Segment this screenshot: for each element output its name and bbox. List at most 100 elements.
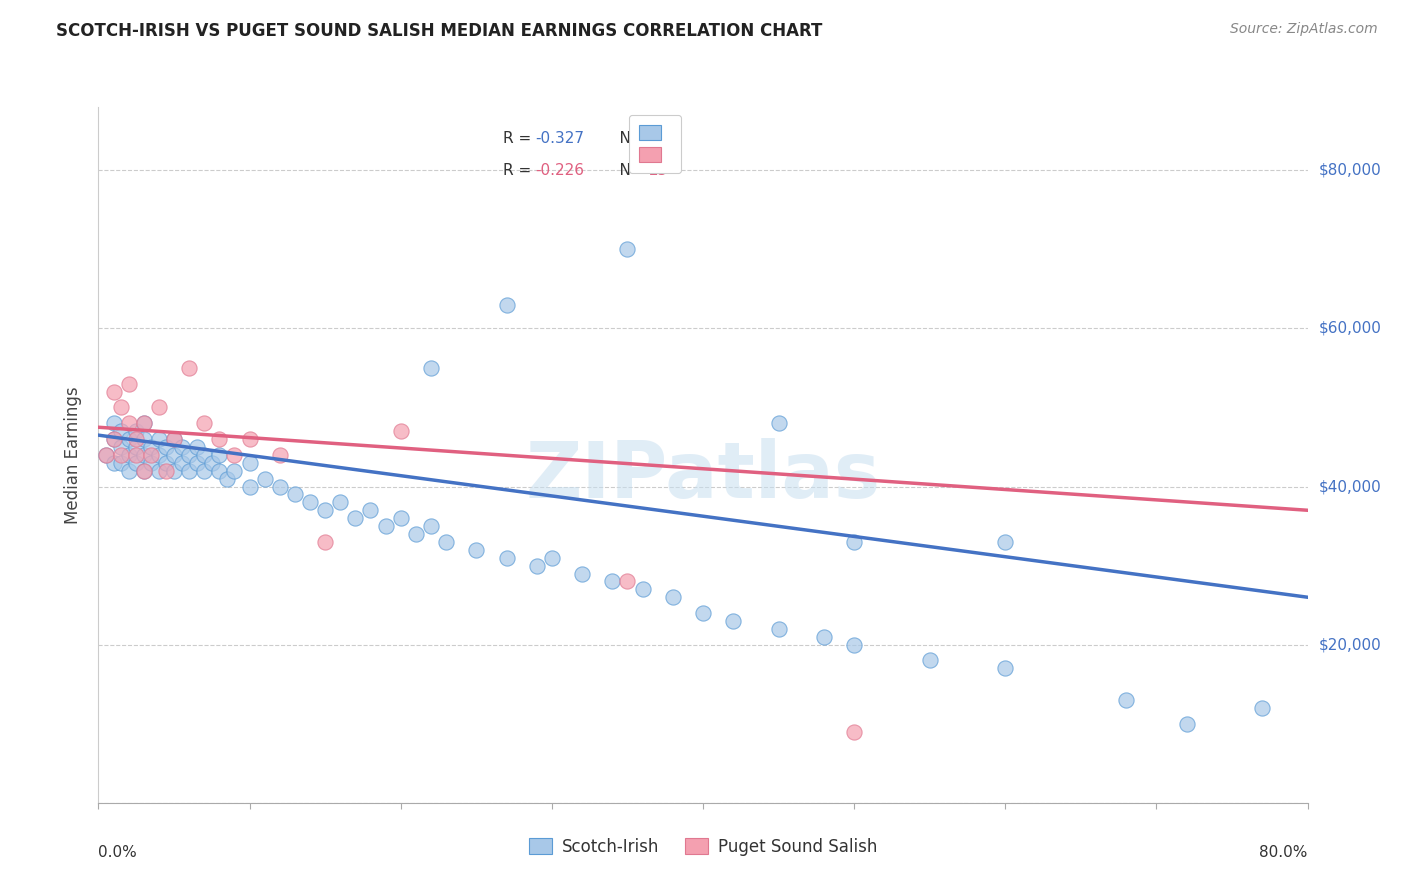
Point bbox=[125, 456, 148, 470]
Point bbox=[125, 448, 148, 462]
Point bbox=[329, 495, 352, 509]
Point bbox=[616, 574, 638, 589]
Text: $80,000: $80,000 bbox=[1319, 163, 1382, 178]
Point bbox=[94, 448, 117, 462]
Y-axis label: Median Earnings: Median Earnings bbox=[65, 386, 83, 524]
Point bbox=[103, 432, 125, 446]
Point bbox=[269, 448, 291, 462]
Point bbox=[148, 448, 170, 462]
Point bbox=[844, 638, 866, 652]
Point bbox=[844, 535, 866, 549]
Point bbox=[170, 440, 193, 454]
Point bbox=[602, 574, 624, 589]
Point bbox=[918, 653, 941, 667]
Point bbox=[118, 417, 141, 431]
Point bbox=[208, 432, 231, 446]
Point bbox=[125, 432, 148, 446]
Text: -0.327: -0.327 bbox=[534, 131, 583, 146]
Point bbox=[103, 456, 125, 470]
Point bbox=[374, 519, 396, 533]
Point bbox=[465, 542, 488, 557]
Point bbox=[208, 464, 231, 478]
Point bbox=[389, 424, 412, 438]
Point bbox=[239, 432, 262, 446]
Point bbox=[155, 456, 177, 470]
Point bbox=[132, 432, 155, 446]
Point bbox=[110, 440, 132, 454]
Point bbox=[360, 503, 382, 517]
Point bbox=[148, 464, 170, 478]
Point bbox=[148, 401, 170, 415]
Point bbox=[177, 361, 201, 376]
Point bbox=[110, 424, 132, 438]
Point bbox=[239, 479, 262, 493]
Point bbox=[344, 511, 367, 525]
Point bbox=[284, 487, 307, 501]
Point bbox=[132, 464, 155, 478]
Point bbox=[495, 298, 517, 312]
Point bbox=[1251, 701, 1274, 715]
Point bbox=[721, 614, 744, 628]
Point bbox=[768, 622, 790, 636]
Point bbox=[132, 448, 155, 462]
Point bbox=[132, 417, 155, 431]
Point bbox=[193, 448, 215, 462]
Point bbox=[170, 456, 193, 470]
Point bbox=[201, 456, 224, 470]
Point bbox=[571, 566, 593, 581]
Point bbox=[389, 511, 412, 525]
Point bbox=[692, 606, 714, 620]
Point bbox=[186, 456, 208, 470]
Text: N =: N = bbox=[600, 131, 654, 146]
Point bbox=[224, 448, 246, 462]
Point bbox=[141, 440, 163, 454]
Text: 0.0%: 0.0% bbox=[98, 845, 138, 860]
Point bbox=[1175, 716, 1198, 731]
Point bbox=[163, 464, 186, 478]
Text: ZIPatlas: ZIPatlas bbox=[526, 438, 880, 514]
Point bbox=[163, 432, 186, 446]
Point bbox=[299, 495, 322, 509]
Point bbox=[110, 401, 132, 415]
Point bbox=[434, 535, 457, 549]
Point bbox=[118, 464, 141, 478]
Point bbox=[155, 440, 177, 454]
Text: Source: ZipAtlas.com: Source: ZipAtlas.com bbox=[1230, 22, 1378, 37]
Point bbox=[540, 550, 562, 565]
Point bbox=[103, 432, 125, 446]
Legend: Scotch-Irish, Puget Sound Salish: Scotch-Irish, Puget Sound Salish bbox=[520, 830, 886, 864]
Point bbox=[177, 464, 201, 478]
Point bbox=[994, 661, 1017, 675]
Point bbox=[125, 424, 148, 438]
Point bbox=[239, 456, 262, 470]
Point bbox=[155, 464, 177, 478]
Point bbox=[193, 464, 215, 478]
Text: R =: R = bbox=[503, 162, 537, 178]
Text: 79: 79 bbox=[648, 131, 668, 146]
Point bbox=[813, 630, 835, 644]
Point bbox=[526, 558, 548, 573]
Text: $40,000: $40,000 bbox=[1319, 479, 1382, 494]
Point bbox=[224, 464, 246, 478]
Point bbox=[616, 243, 638, 257]
Point bbox=[94, 448, 117, 462]
Point bbox=[141, 456, 163, 470]
Text: SCOTCH-IRISH VS PUGET SOUND SALISH MEDIAN EARNINGS CORRELATION CHART: SCOTCH-IRISH VS PUGET SOUND SALISH MEDIA… bbox=[56, 22, 823, 40]
Point bbox=[253, 472, 276, 486]
Point bbox=[269, 479, 291, 493]
Point bbox=[110, 448, 132, 462]
Point bbox=[495, 550, 517, 565]
Point bbox=[118, 448, 141, 462]
Point bbox=[215, 472, 238, 486]
Point bbox=[1115, 693, 1137, 707]
Point bbox=[177, 448, 201, 462]
Point bbox=[110, 456, 132, 470]
Point bbox=[419, 361, 441, 376]
Point bbox=[208, 448, 231, 462]
Point bbox=[125, 440, 148, 454]
Text: N =: N = bbox=[600, 162, 654, 178]
Point bbox=[118, 432, 141, 446]
Point bbox=[141, 448, 163, 462]
Point bbox=[314, 535, 336, 549]
Point bbox=[994, 535, 1017, 549]
